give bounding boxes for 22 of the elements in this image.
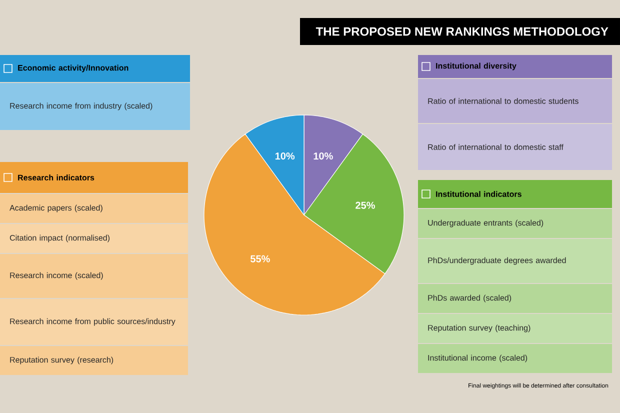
data-label: 55% — [250, 255, 270, 262]
text: Academic papers (scaled) — [10, 204, 102, 212]
text: Research income from public sources/industry — [10, 318, 176, 326]
text: Reputation survey (research) — [10, 356, 114, 364]
text: PhDs awarded (scaled) — [428, 294, 512, 302]
text: PhDs/undergraduate degrees awarded — [428, 257, 566, 265]
text: Reputation survey (teaching) — [428, 324, 530, 332]
legend-label: Institutional diversity — [436, 62, 516, 70]
text: Institutional income (scaled) — [428, 354, 528, 362]
data-label: 10% — [275, 152, 295, 160]
data-label: 25% — [356, 202, 375, 209]
text: Research income from industry (scaled) — [10, 102, 152, 110]
legend-label: Research indicators — [18, 174, 94, 180]
data-label: 10% — [314, 152, 333, 160]
text: Citation impact (normalised) — [10, 234, 110, 242]
text: Undergraduate entrants (scaled) — [428, 220, 544, 228]
text: Ratio of international to domestic students — [428, 98, 578, 104]
legend-label: Institutional indicators — [436, 191, 522, 197]
legend-label: Economic activity/Innovation — [18, 64, 128, 72]
text: Research income (scaled) — [10, 272, 103, 280]
text: Ratio of international to domestic staff — [428, 144, 564, 150]
chart-title: THE PROPOSED NEW RANKINGS METHODOLOGY — [316, 27, 608, 36]
